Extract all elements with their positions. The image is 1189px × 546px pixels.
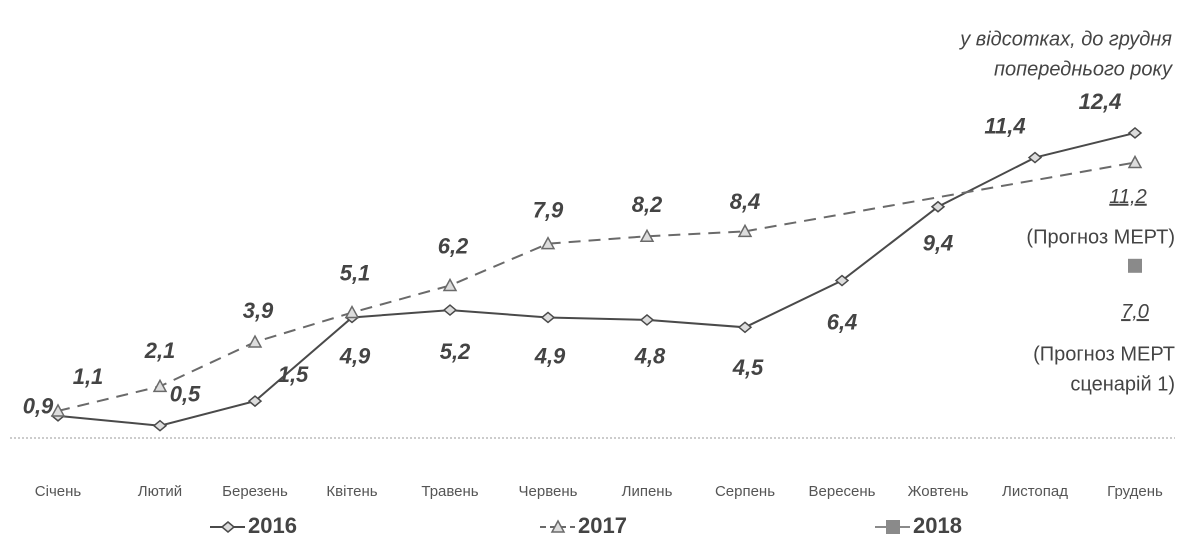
unit-note: у відсотках, до грудня xyxy=(958,28,1172,50)
legend-label: 2018 xyxy=(913,513,962,538)
point xyxy=(344,304,360,319)
data-label: 4,9 xyxy=(339,343,371,368)
point xyxy=(50,403,66,417)
series-line xyxy=(57,131,1136,427)
point xyxy=(540,236,556,250)
x-tick-label: Жовтень xyxy=(908,483,969,500)
x-tick-label: Серпень xyxy=(715,483,775,500)
data-label: 1,1 xyxy=(73,364,104,389)
unit-note: попереднього року xyxy=(994,58,1173,80)
point xyxy=(152,419,168,432)
point xyxy=(1027,151,1043,164)
forecast-label: (Прогноз МЕРТ xyxy=(1033,343,1175,365)
legend-marker xyxy=(550,519,566,533)
x-tick-label: Березень xyxy=(222,483,288,500)
data-label: 6,4 xyxy=(827,309,858,334)
point xyxy=(152,378,168,393)
x-tick-label: Листопад xyxy=(1002,483,1068,500)
point xyxy=(247,395,263,408)
x-tick-label: Грудень xyxy=(1107,483,1163,500)
point xyxy=(737,223,753,238)
point xyxy=(639,228,655,243)
x-tick-label: Червень xyxy=(519,483,578,500)
legend-label: 2017 xyxy=(578,513,627,538)
legend-marker xyxy=(220,521,236,533)
data-label: 8,4 xyxy=(730,189,761,214)
data-label: 4,8 xyxy=(634,344,666,369)
data-label: 0,9 xyxy=(23,394,54,419)
x-tick-label: Січень xyxy=(35,483,82,500)
data-label: 8,2 xyxy=(632,192,663,217)
data-label: 1,5 xyxy=(278,362,309,387)
data-label: 0,5 xyxy=(170,382,201,407)
data-label: 3,9 xyxy=(243,298,274,323)
x-tick-label: Вересень xyxy=(809,483,876,500)
x-tick-label: Квітень xyxy=(326,483,377,500)
data-label: 5,2 xyxy=(440,339,471,364)
forecast-line xyxy=(744,161,1136,233)
data-label: 11,2 xyxy=(1109,186,1146,208)
point xyxy=(442,304,458,317)
series-line xyxy=(57,230,746,412)
point xyxy=(639,313,655,326)
forecast-label: (Прогноз МЕРТ) xyxy=(1026,226,1175,248)
data-label: 6,2 xyxy=(438,233,469,258)
point xyxy=(737,321,753,334)
data-label: 4,5 xyxy=(732,355,764,380)
data-label: 7,9 xyxy=(533,197,564,222)
legend-marker xyxy=(886,520,900,534)
point xyxy=(930,200,946,213)
point xyxy=(834,274,850,287)
data-label: 4,9 xyxy=(534,343,566,368)
data-label: 2,1 xyxy=(144,338,176,363)
x-tick-label: Травень xyxy=(421,483,478,500)
data-label: 12,4 xyxy=(1079,89,1122,114)
data-label: 9,4 xyxy=(923,231,954,256)
x-tick-label: Липень xyxy=(622,483,673,500)
point xyxy=(247,334,263,348)
data-label: 5,1 xyxy=(340,260,371,285)
data-label: 11,4 xyxy=(984,113,1025,138)
legend-label: 2016 xyxy=(248,513,297,538)
point xyxy=(442,277,458,292)
data-label: 7,0 xyxy=(1121,301,1149,323)
point xyxy=(1127,126,1143,139)
forecast-label: сценарій 1) xyxy=(1070,373,1175,395)
point xyxy=(540,311,556,324)
point xyxy=(1128,258,1142,273)
point xyxy=(1127,154,1143,169)
x-tick-label: Лютий xyxy=(138,483,182,500)
